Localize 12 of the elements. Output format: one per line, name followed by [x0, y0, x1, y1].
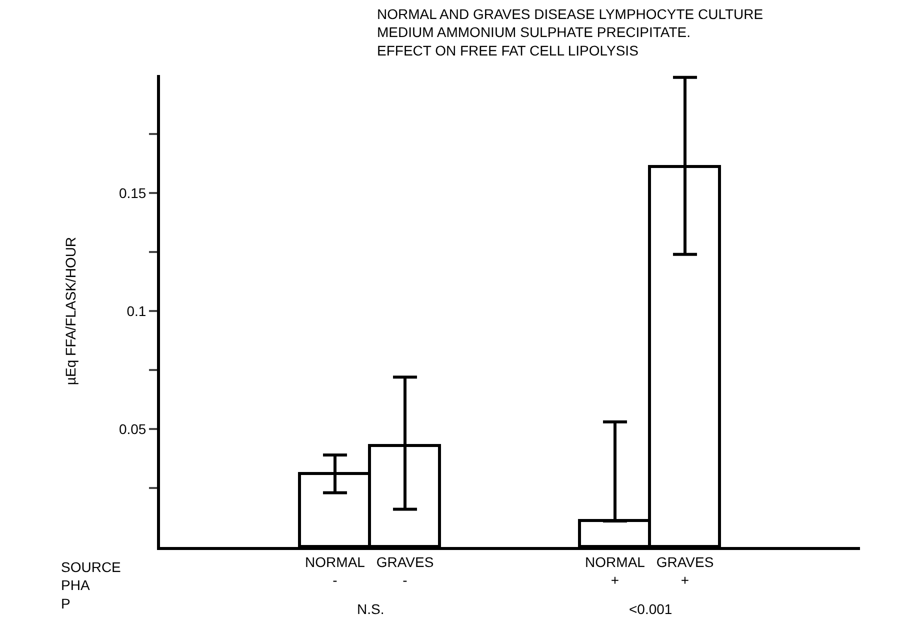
x-tick-label: NORMAL +: [585, 554, 646, 588]
text: <0.001: [629, 601, 672, 617]
y-axis-title: µEq FFA/FLASK/HOUR: [62, 236, 79, 386]
text: N.S.: [357, 601, 384, 617]
x-tick-label: NORMAL -: [305, 554, 366, 588]
x-tick-label: GRAVES +: [656, 554, 714, 588]
y-tick-label: 0.15: [118, 184, 146, 201]
x-tick-label: GRAVES -: [376, 554, 434, 588]
chart-title: NORMAL AND GRAVES DISEASE LYMPHOCYTE CULTURE MEDIUM AMMONIUM SULPHATE PRECIPITATE. EFFECT ON FREE FAT CELL LIPOLYSIS: [377, 6, 764, 58]
y-tick-label: 0.05: [118, 420, 146, 437]
source-note: SOURCE PHA P: [61, 559, 121, 612]
y-tick-label: 0.1: [126, 302, 146, 319]
